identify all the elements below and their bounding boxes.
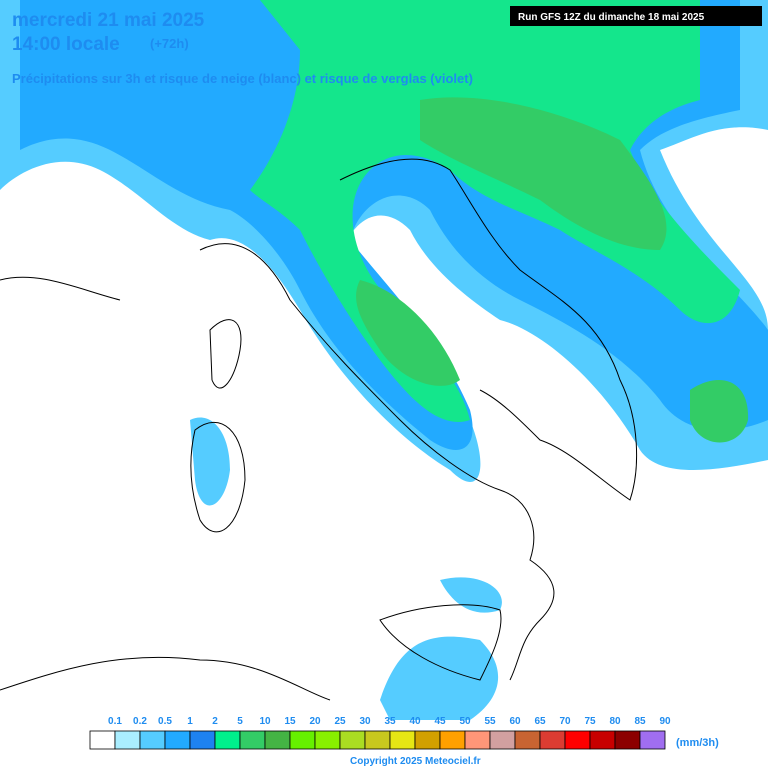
legend-swatch (139, 730, 166, 750)
legend-label: 55 (484, 716, 496, 727)
legend-swatch (639, 730, 666, 750)
legend-swatch (114, 730, 141, 750)
legend-swatch (189, 730, 216, 750)
legend-swatch (214, 730, 241, 750)
legend-label: 80 (609, 716, 621, 727)
legend-swatch (339, 730, 366, 750)
run-info: Run GFS 12Z du dimanche 18 mai 2025 (518, 12, 705, 23)
precipitation (0, 0, 768, 720)
legend-swatch (314, 730, 341, 750)
time: 14:00 locale (12, 34, 120, 55)
legend-label: 35 (384, 716, 396, 727)
legend-swatch (514, 730, 541, 750)
legend-label: 0.1 (108, 716, 122, 727)
subtitle: Précipitations sur 3h et risque de neige… (12, 71, 473, 86)
lead-time: (+72h) (150, 36, 189, 51)
legend-label: 25 (334, 716, 346, 727)
legend-label: 0.5 (158, 716, 172, 727)
run-box (510, 6, 762, 26)
legend: 0.1 0.2 0.5 1 2 5 10 15 20 25 30 35 40 45 50 55 60 65 70 75… (89, 716, 671, 750)
legend-label: 45 (434, 716, 446, 727)
legend-swatch (539, 730, 566, 750)
legend-label: 40 (409, 716, 421, 727)
legend-label: 85 (634, 716, 646, 727)
legend-swatch (364, 730, 391, 750)
legend-label: 5 (237, 716, 243, 727)
legend-swatch (89, 730, 116, 750)
legend-swatch (464, 730, 491, 750)
legend-label: 20 (309, 716, 321, 727)
legend-label: 15 (284, 716, 296, 727)
coastlines (0, 158, 638, 701)
legend-swatch (164, 730, 191, 750)
legend-label: 75 (584, 716, 596, 727)
legend-swatch (264, 730, 291, 750)
legend-swatch (414, 730, 441, 750)
legend-swatch (289, 730, 316, 750)
legend-swatch (489, 730, 516, 750)
legend-label: 1 (187, 716, 193, 727)
legend-swatch (614, 730, 641, 750)
legend-label: 30 (359, 716, 371, 727)
legend-label: 90 (659, 716, 671, 727)
legend-swatch (589, 730, 616, 750)
legend-label: 60 (509, 716, 521, 727)
legend-label: 70 (559, 716, 571, 727)
legend-label: 2 (212, 716, 218, 727)
legend-swatch (439, 730, 466, 750)
legend-label: 0.2 (133, 716, 147, 727)
legend-swatch (239, 730, 266, 750)
legend-label: 50 (459, 716, 471, 727)
copyright: Copyright 2025 Meteociel.fr (350, 756, 481, 767)
legend-label: 10 (259, 716, 271, 727)
legend-label: 65 (534, 716, 546, 727)
legend-swatch (564, 730, 591, 750)
legend-unit: (mm/3h) (676, 737, 719, 749)
date: mercredi 21 mai 2025 (12, 10, 205, 31)
legend-swatch (389, 730, 416, 750)
